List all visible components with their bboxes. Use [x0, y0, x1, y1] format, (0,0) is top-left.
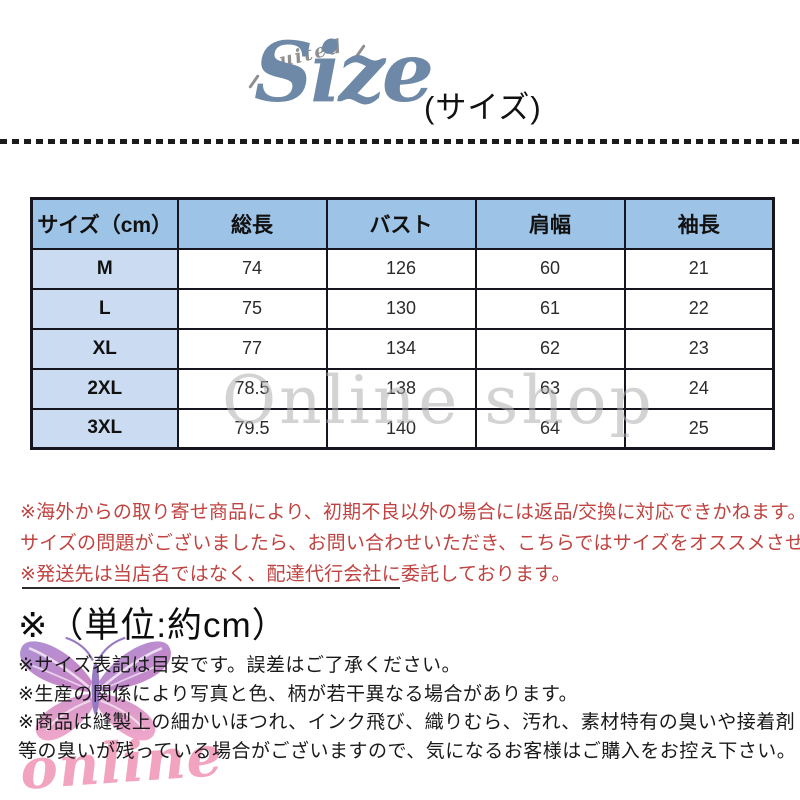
value-cell: 79.5 [176, 407, 328, 450]
black-note-line: ※サイズ表記は目安です。誤差はご了承ください。 [18, 655, 461, 676]
table-row: L 75 130 61 22 [30, 287, 775, 330]
value-cell: 24 [623, 367, 775, 410]
table-header-row: サイズ（cm） 総長 バスト 肩幅 袖長 [30, 197, 775, 250]
page-title: Size [254, 25, 434, 121]
value-cell: 74 [176, 247, 328, 290]
value-cell: 75 [176, 287, 328, 330]
value-cell: 63 [474, 367, 626, 410]
column-header-sleeve: 袖長 [623, 197, 775, 250]
table-row: XL 77 134 62 23 [30, 327, 775, 370]
size-cell: M [30, 247, 179, 290]
red-note-line: サイズの問題がございましたら、お問い合わせいただき、こちらではサイズをオススメさ… [20, 533, 800, 554]
red-note-line: ※海外からの取り寄せ商品により、初期不良以外の場合には返品/交換に対応できかねま… [20, 502, 800, 523]
size-table-container: サイズ（cm） 総長 バスト 肩幅 袖長 M 74 126 60 21 L 75… [30, 197, 775, 450]
black-note-line: 等の臭いが残っている場合がございますので、気になるお客様はご購入をお控え下さい。 [18, 740, 797, 762]
value-cell: 77 [176, 327, 328, 370]
size-cell: 3XL [30, 407, 179, 450]
size-cell: 2XL [30, 367, 179, 410]
black-note-line: ※生産の関係により写真と色、柄が若干異なる場合があります。 [18, 683, 579, 705]
table-row: 2XL 78.5 138 63 24 [30, 367, 775, 410]
table-row: M 74 126 60 21 [30, 247, 775, 290]
value-cell: 138 [325, 367, 477, 410]
section-divider-line [22, 587, 400, 589]
column-header-size: サイズ（cm） [30, 197, 179, 250]
value-cell: 62 [474, 327, 626, 370]
value-cell: 78.5 [176, 367, 328, 410]
value-cell: 64 [474, 407, 626, 450]
butterfly-icon [20, 636, 171, 741]
value-cell: 21 [623, 247, 775, 290]
red-note-line: ※発送先は当店名ではなく、配達代行会社に委託しております。 [20, 564, 571, 585]
black-note-line: ※商品は縫製上の細かいほつれ、インク飛び、織りむら、汚れ、素材特有の臭いや接着剤 [18, 712, 796, 733]
value-cell: 134 [325, 327, 477, 370]
column-header-bust: バスト [325, 197, 477, 250]
dashed-divider [0, 139, 800, 144]
value-cell: 140 [325, 407, 477, 450]
value-cell: 61 [474, 287, 626, 330]
unit-heading: ※（単位:約cm） [18, 606, 288, 645]
table-row: 3XL 79.5 140 64 25 [30, 407, 775, 450]
column-header-length: 総長 [176, 197, 328, 250]
size-heading: suited Size (サイズ) [0, 0, 800, 140]
value-cell: 126 [325, 247, 477, 290]
value-cell: 130 [325, 287, 477, 330]
value-cell: 60 [474, 247, 626, 290]
size-cell: L [30, 287, 179, 330]
page-subtitle: (サイズ) [424, 90, 542, 125]
value-cell: 22 [623, 287, 775, 330]
size-cell: XL [30, 327, 179, 370]
value-cell: 23 [623, 327, 775, 370]
size-table: サイズ（cm） 総長 バスト 肩幅 袖長 M 74 126 60 21 L 75… [30, 197, 775, 450]
red-disclaimer-notes: ※海外からの取り寄せ商品により、初期不良以外の場合には返品/交換に対応できかねま… [20, 497, 800, 590]
column-header-shoulder: 肩幅 [474, 197, 626, 250]
shop-watermark: Online shop [222, 362, 655, 439]
value-cell: 25 [623, 407, 775, 450]
black-disclaimer-notes: ※サイズ表記は目安です。誤差はご了承ください。 ※生産の関係により写真と色、柄が… [18, 652, 797, 766]
